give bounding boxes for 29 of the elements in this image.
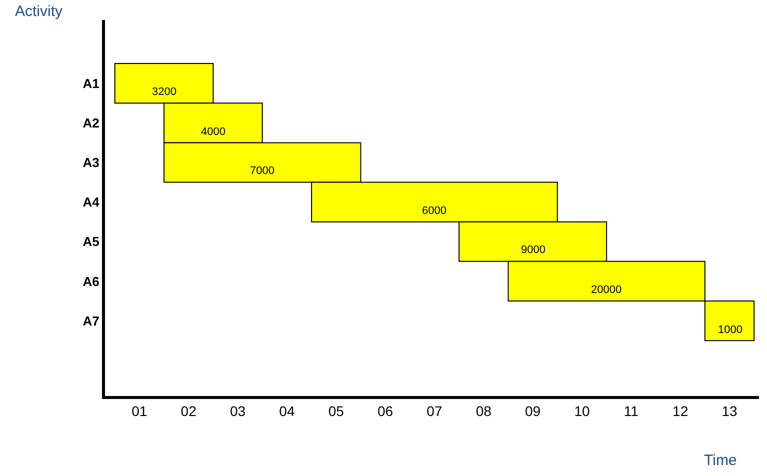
x-tick-label: 12 bbox=[672, 402, 688, 419]
annotation: 4000 bbox=[201, 126, 226, 138]
y-tick-label: A7 bbox=[82, 313, 100, 328]
annotation: 3200 bbox=[152, 86, 176, 98]
x-axis-title: Time bbox=[704, 452, 737, 469]
x-tick-label: 05 bbox=[328, 402, 344, 419]
x-tick-label: 08 bbox=[476, 402, 492, 419]
annotation: 6000 bbox=[422, 205, 446, 217]
annotation: 9000 bbox=[521, 244, 546, 256]
x-tick-label: 06 bbox=[378, 402, 394, 419]
y-tick-label: A5 bbox=[82, 234, 100, 250]
y-tick-label: A1 bbox=[82, 76, 100, 91]
y-tick-label: A6 bbox=[82, 274, 100, 289]
annotation: 20000 bbox=[591, 284, 622, 296]
x-tick-label: 10 bbox=[574, 402, 590, 419]
x-tick-label: 11 bbox=[624, 402, 639, 419]
x-tick-label: 13 bbox=[722, 402, 738, 419]
y-tick-label: A2 bbox=[82, 115, 100, 130]
y-tick-label: A4 bbox=[82, 194, 100, 210]
x-tick-label: 04 bbox=[279, 402, 295, 419]
x-tick-label: 03 bbox=[230, 402, 246, 419]
annotation: 7000 bbox=[250, 165, 274, 177]
y-axis-title: Activity bbox=[15, 3, 64, 20]
x-tick-label: 07 bbox=[426, 402, 442, 419]
x-tick-label: 02 bbox=[180, 402, 197, 419]
annotation: 1000 bbox=[718, 324, 742, 336]
x-tick-label: 01 bbox=[132, 402, 148, 419]
x-tick-label: 09 bbox=[525, 402, 541, 419]
y-tick-label: A3 bbox=[82, 155, 100, 170]
